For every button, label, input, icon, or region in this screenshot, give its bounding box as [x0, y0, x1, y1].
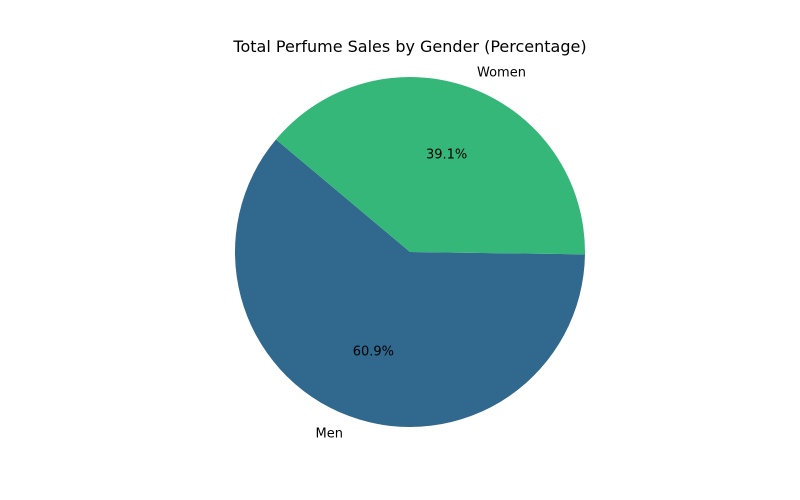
pie-labels: Men 60.9% Women 39.1%	[316, 66, 526, 442]
pie-slice-women	[275, 77, 585, 255]
slice-label-women: Women	[477, 66, 526, 81]
pie-slice-men	[234, 139, 585, 428]
slice-label-men: Men	[316, 427, 343, 442]
slice-percent-women: 39.1%	[426, 148, 467, 163]
pie-slices	[234, 77, 585, 428]
slice-percent-men: 60.9%	[353, 344, 394, 359]
chart-title: Total Perfume Sales by Gender (Percentag…	[232, 37, 586, 56]
